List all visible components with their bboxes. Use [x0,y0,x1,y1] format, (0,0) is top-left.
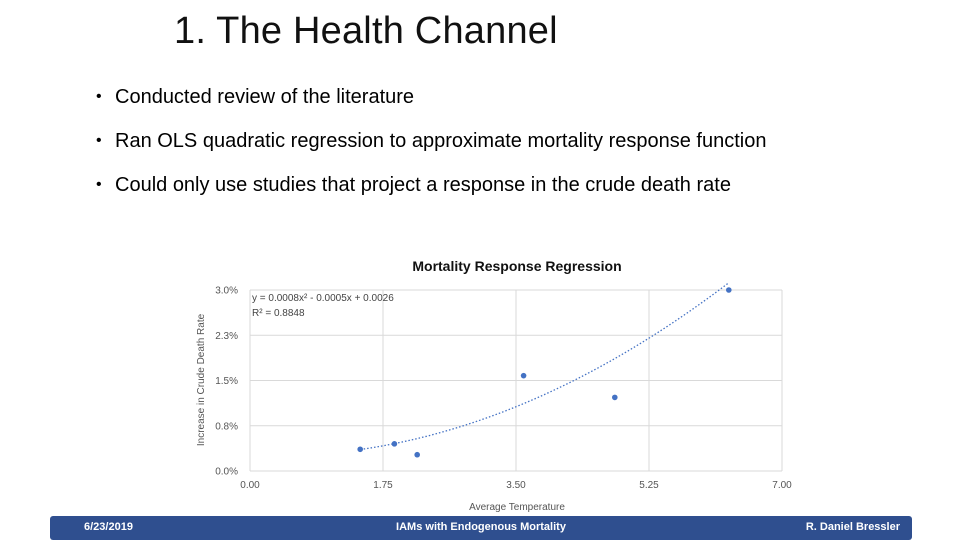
x-tick-label: 3.50 [506,480,526,491]
trendline-equation: y = 0.0008x² - 0.0005x + 0.0026 [252,293,394,304]
bullet-text: Conducted review of the literature [115,86,415,108]
bullet-list: • Conducted review of the literature • Ran… [96,86,766,218]
bullet-dot: • [96,132,102,149]
x-axis-label: Average Temperature [469,502,565,513]
data-point [612,394,618,401]
y-tick-label: 3.0% [215,286,238,297]
x-tick-label: 0.00 [240,480,260,491]
footer-title: IAMs with Endogenous Mortality [396,521,566,533]
data-point [357,446,363,453]
y-tick-label: 2.3% [215,331,238,342]
footer-author: R. Daniel Bressler [805,521,900,533]
data-point [726,287,732,293]
y-tick-labels: 0.0% 0.8% 1.5% 2.3% 3.0% [215,286,238,478]
chart-svg: Mortality Response Regression Increase i… [196,258,792,513]
bullet-item: • Conducted review of the literature [96,86,766,108]
x-tick-label: 1.75 [373,480,393,491]
data-points [357,287,732,458]
trendline [360,282,730,451]
x-tick-label: 7.00 [772,480,792,491]
chart-container: Mortality Response Regression Increase i… [180,250,800,521]
bullet-item: • Ran OLS quadratic regression to approxi… [96,130,766,152]
grid-lines [249,289,783,472]
data-point [520,372,527,379]
y-tick-label: 0.8% [215,421,238,432]
y-tick-label: 0.0% [215,467,238,478]
y-axis-label: Increase in Crude Death Rate [196,313,207,446]
footer-date: 6/23/2019 [84,521,133,533]
chart-title: Mortality Response Regression [412,258,621,274]
bullet-item: • Could only use studies that project a r… [96,174,766,196]
y-tick-label: 1.5% [215,376,238,387]
data-point [414,451,420,458]
slide-title: 1. The Health Channel [174,10,558,52]
bullet-text: Could only use studies that project a re… [115,174,731,196]
bullet-dot: • [96,176,102,193]
bullet-text: Ran OLS quadratic regression to approxim… [115,130,767,152]
data-point [391,441,398,447]
x-tick-labels: 0.00 1.75 3.50 5.25 7.00 [240,480,792,491]
footer-bar: 6/23/2019 IAMs with Endogenous Mortality… [50,516,912,540]
r-squared-label: R² = 0.8848 [252,308,305,319]
x-tick-label: 5.25 [639,480,659,491]
bullet-dot: • [96,88,102,105]
